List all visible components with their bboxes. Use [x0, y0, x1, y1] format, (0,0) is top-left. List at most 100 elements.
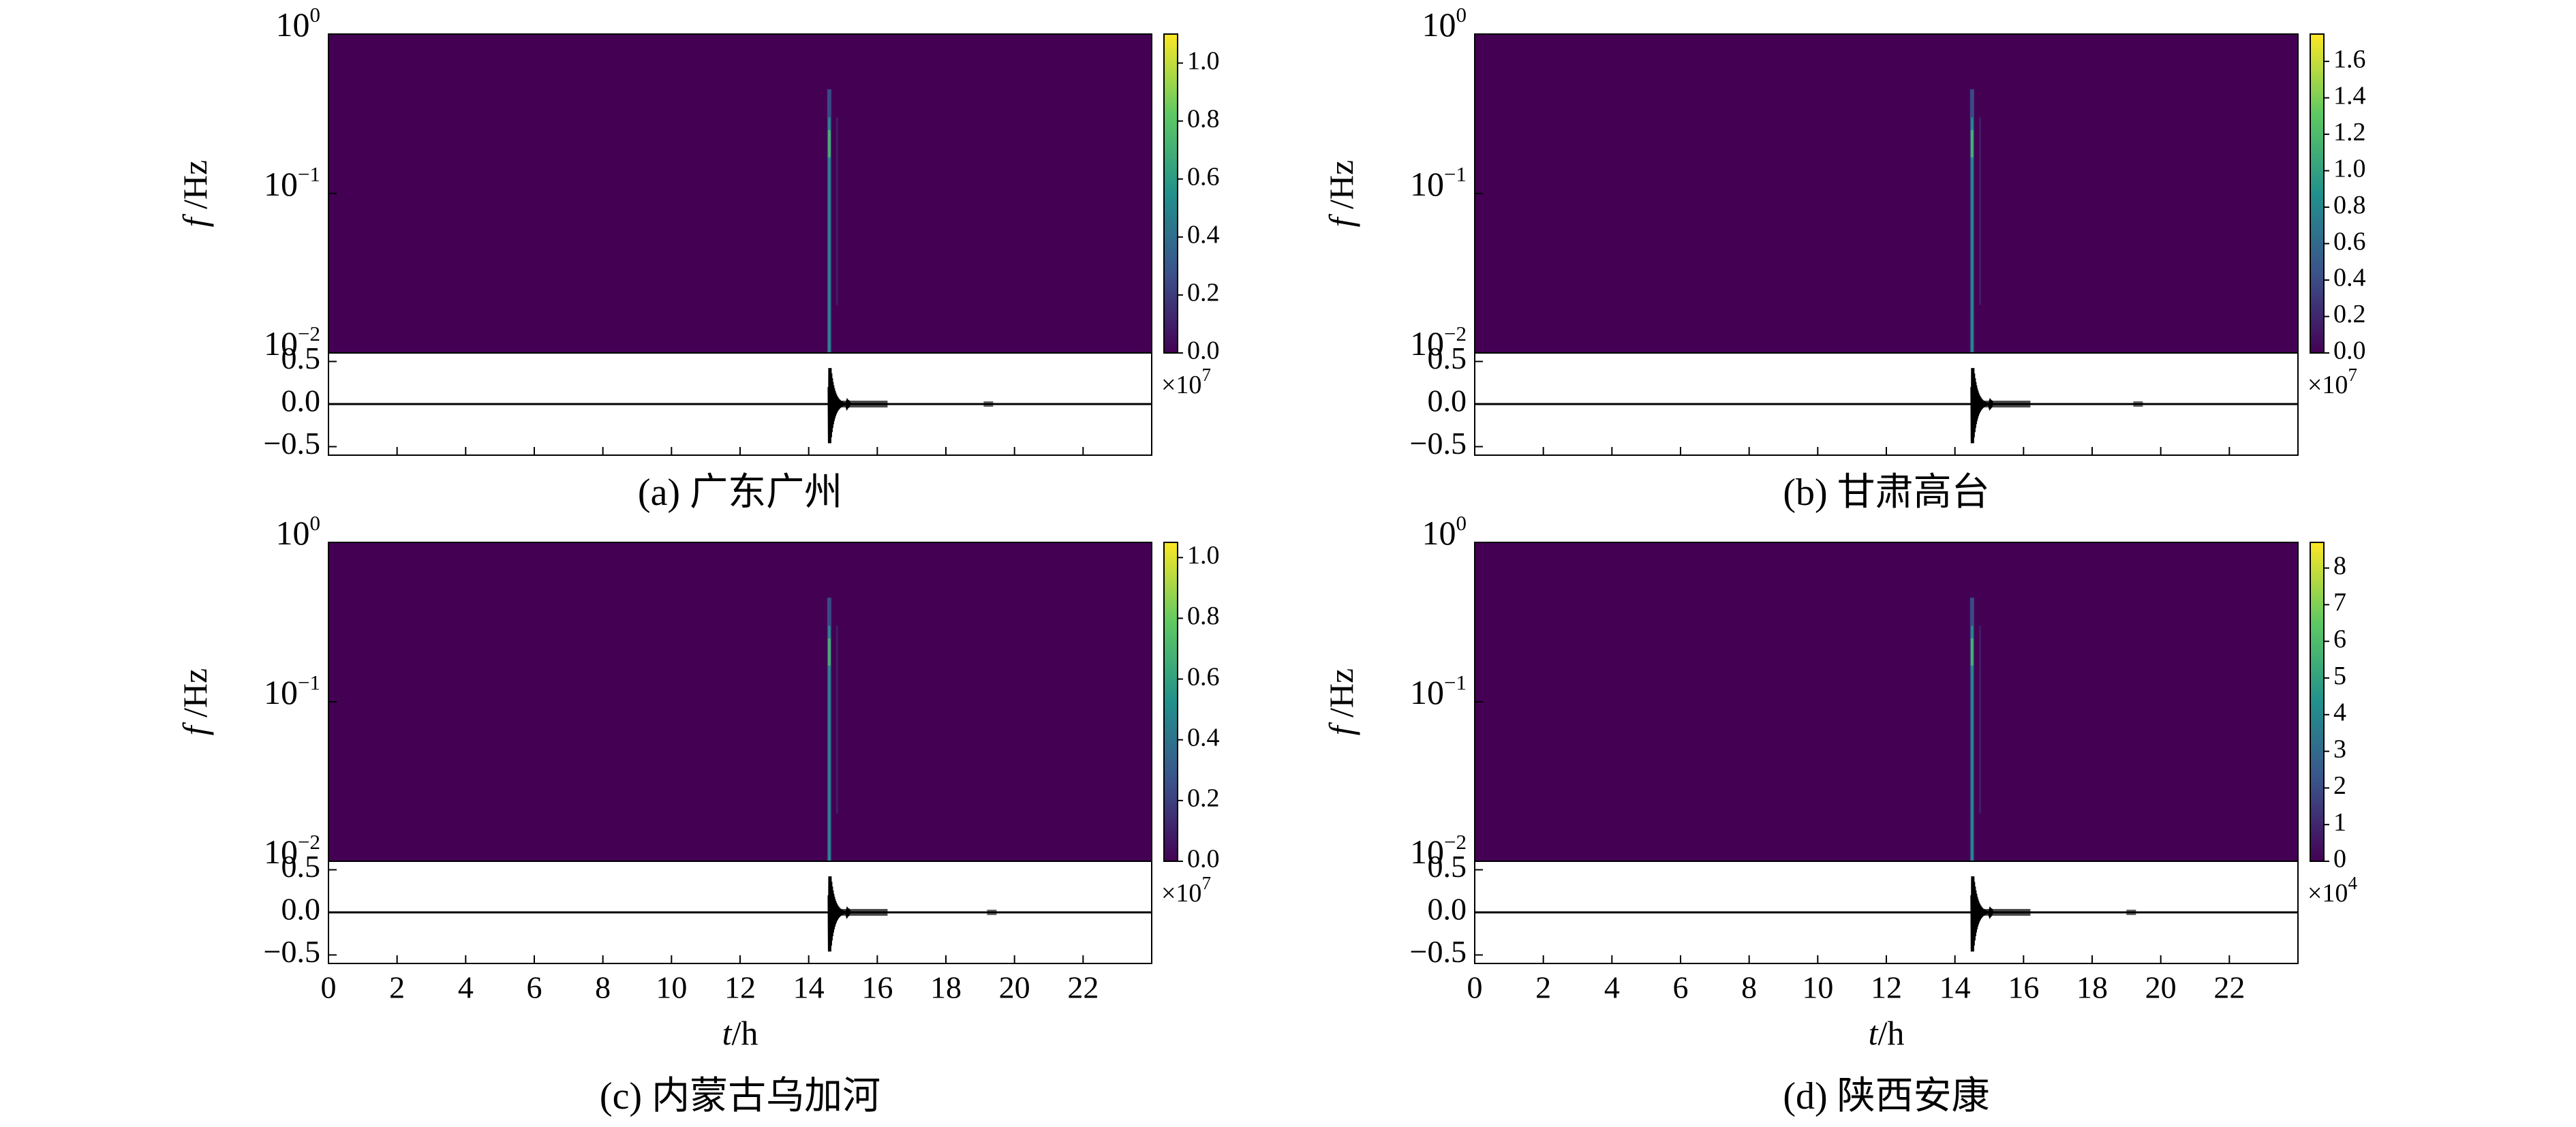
y-tick-label: 10−2 [1410, 322, 1467, 363]
spectrogram-background [1475, 34, 2298, 353]
x-tick-label: 0 [321, 970, 337, 1005]
waveform-coda [829, 401, 888, 407]
spectrogram-spike-core [828, 117, 831, 353]
y-tick-label: 10−2 [264, 830, 320, 871]
x-tick-label: 18 [930, 970, 962, 1005]
spectrogram-spike-bright [1970, 129, 1974, 157]
x-tick-label: 10 [1802, 970, 1833, 1005]
spectrogram-spike-bright [1970, 638, 1974, 666]
panel-0: 100 10−1 10−2 f /Hz 0.0 0.2 0.4 0.6 0.8 1.0 0.5 0.0… [176, 3, 1219, 514]
colorbar-tick-label: 0.4 [1187, 221, 1220, 249]
colorbar-tick-label: 0.4 [2333, 264, 2366, 292]
colorbar-tick-label: 1.0 [1187, 541, 1220, 570]
waveform-coda [1972, 909, 2031, 916]
colorbar-tick-label: 7 [2333, 588, 2346, 617]
y-axis-label: f /Hz [176, 160, 214, 228]
waveform-late-event [987, 910, 997, 915]
x-tick-label: 22 [1067, 970, 1099, 1005]
y-tick-label: 10−2 [1410, 830, 1467, 871]
y-tick-label: 10−2 [264, 322, 320, 363]
x-tick-label: 14 [793, 970, 825, 1005]
waveform-tick-label: 0.0 [281, 892, 321, 927]
y-tick-label: 10−1 [264, 162, 320, 204]
x-tick-label: 2 [1535, 970, 1551, 1005]
panel-1: 100 10−1 10−2 f /Hz 0.0 0.2 0.4 0.6 0.8 1.0 1.2 1.4… [1322, 3, 2365, 514]
panel-title: (c) 内蒙古乌加河 [600, 1075, 880, 1117]
x-tick-label: 12 [1871, 970, 1902, 1005]
spectrogram-spike-core [1971, 117, 1974, 353]
colorbar-tick-label: 1.0 [1187, 46, 1220, 75]
x-tick-label: 16 [861, 970, 893, 1005]
spectrogram-spike-bright [827, 638, 831, 666]
spectrogram-spike-core [1971, 626, 1974, 861]
waveform-tick-label: 0.0 [1428, 384, 1467, 418]
panel-title: (a) 广东广州 [638, 472, 842, 514]
waveform-tick-label: 0.0 [1428, 892, 1467, 927]
colorbar [1163, 542, 1178, 862]
colorbar-tick-label: 1.6 [2333, 45, 2366, 74]
waveform-tick-label: −0.5 [264, 934, 320, 969]
waveform-scale-label: ×107 [1161, 873, 1211, 908]
y-axis-label: f /Hz [1322, 160, 1360, 228]
x-tick-label: 4 [1604, 970, 1620, 1005]
colorbar-tick-label: 1.0 [2333, 154, 2366, 183]
colorbar-tick-label: 3 [2333, 735, 2346, 763]
x-tick-label: 18 [2076, 970, 2108, 1005]
colorbar-tick-label: 0.2 [1187, 784, 1220, 813]
x-tick-label: 4 [458, 970, 474, 1005]
waveform-tick-label: 0.5 [1428, 849, 1467, 884]
waveform-tick-label: 0.0 [281, 384, 321, 418]
spectrogram-coda [1978, 626, 1981, 814]
colorbar-tick-label: 0.8 [1187, 104, 1220, 133]
waveform-scale-label: ×104 [2307, 873, 2357, 908]
colorbar-tick-label: 0.8 [2333, 191, 2366, 219]
colorbar-tick-label: 5 [2333, 662, 2346, 690]
colorbar-tick-label: 2 [2333, 771, 2346, 800]
colorbar-tick-label: 0.8 [1187, 602, 1220, 630]
waveform-tick-label: 0.5 [1428, 341, 1467, 375]
x-tick-label: 20 [999, 970, 1030, 1005]
x-tick-label: 10 [656, 970, 687, 1005]
colorbar [2310, 33, 2325, 354]
colorbar-tick-label: 0.6 [2333, 227, 2366, 256]
waveform-tick-label: −0.5 [264, 426, 320, 461]
x-tick-label: 0 [1467, 970, 1483, 1005]
spectrogram-background [1475, 542, 2298, 861]
colorbar-tick-label: 0.0 [1187, 845, 1220, 874]
panel-title: (b) 甘肃高台 [1783, 472, 1989, 514]
panel-title: (d) 陕西安康 [1783, 1075, 1989, 1117]
colorbar-tick-label: 0 [2333, 845, 2346, 874]
y-tick-label: 10−1 [1410, 162, 1467, 204]
x-tick-label: 8 [1741, 970, 1757, 1005]
waveform-late-event [2133, 401, 2143, 407]
spectrogram-coda [835, 117, 838, 305]
y-tick-label: 100 [1422, 3, 1467, 44]
x-tick-label: 16 [2008, 970, 2039, 1005]
x-tick-label: 14 [1939, 970, 1971, 1005]
x-axis-label: t/h [722, 1014, 758, 1052]
colorbar-tick-label: 1 [2333, 808, 2346, 837]
waveform-late-event [983, 401, 994, 407]
waveform-coda [829, 909, 888, 916]
colorbar-tick-label: 0.6 [1187, 662, 1220, 691]
x-tick-label: 6 [1673, 970, 1689, 1005]
waveform-scale-label: ×107 [1161, 365, 1211, 399]
colorbar-tick-label: 6 [2333, 625, 2346, 653]
colorbar [1163, 33, 1178, 354]
spectrogram-spike-bright [827, 129, 831, 157]
waveform-tick-label: 0.5 [281, 341, 321, 375]
x-tick-label: 20 [2145, 970, 2177, 1005]
y-tick-label: 100 [276, 3, 321, 44]
x-tick-label: 22 [2213, 970, 2245, 1005]
colorbar-tick-label: 0.6 [1187, 162, 1220, 191]
colorbar-tick-label: 0.0 [1187, 337, 1220, 365]
colorbar-tick-label: 0.4 [1187, 723, 1220, 752]
x-tick-label: 12 [724, 970, 756, 1005]
y-tick-label: 10−1 [264, 670, 320, 712]
x-tick-label: 8 [595, 970, 611, 1005]
y-tick-label: 100 [1422, 511, 1467, 553]
waveform-coda [1972, 401, 2031, 407]
colorbar-tick-label: 0.2 [2333, 300, 2366, 328]
